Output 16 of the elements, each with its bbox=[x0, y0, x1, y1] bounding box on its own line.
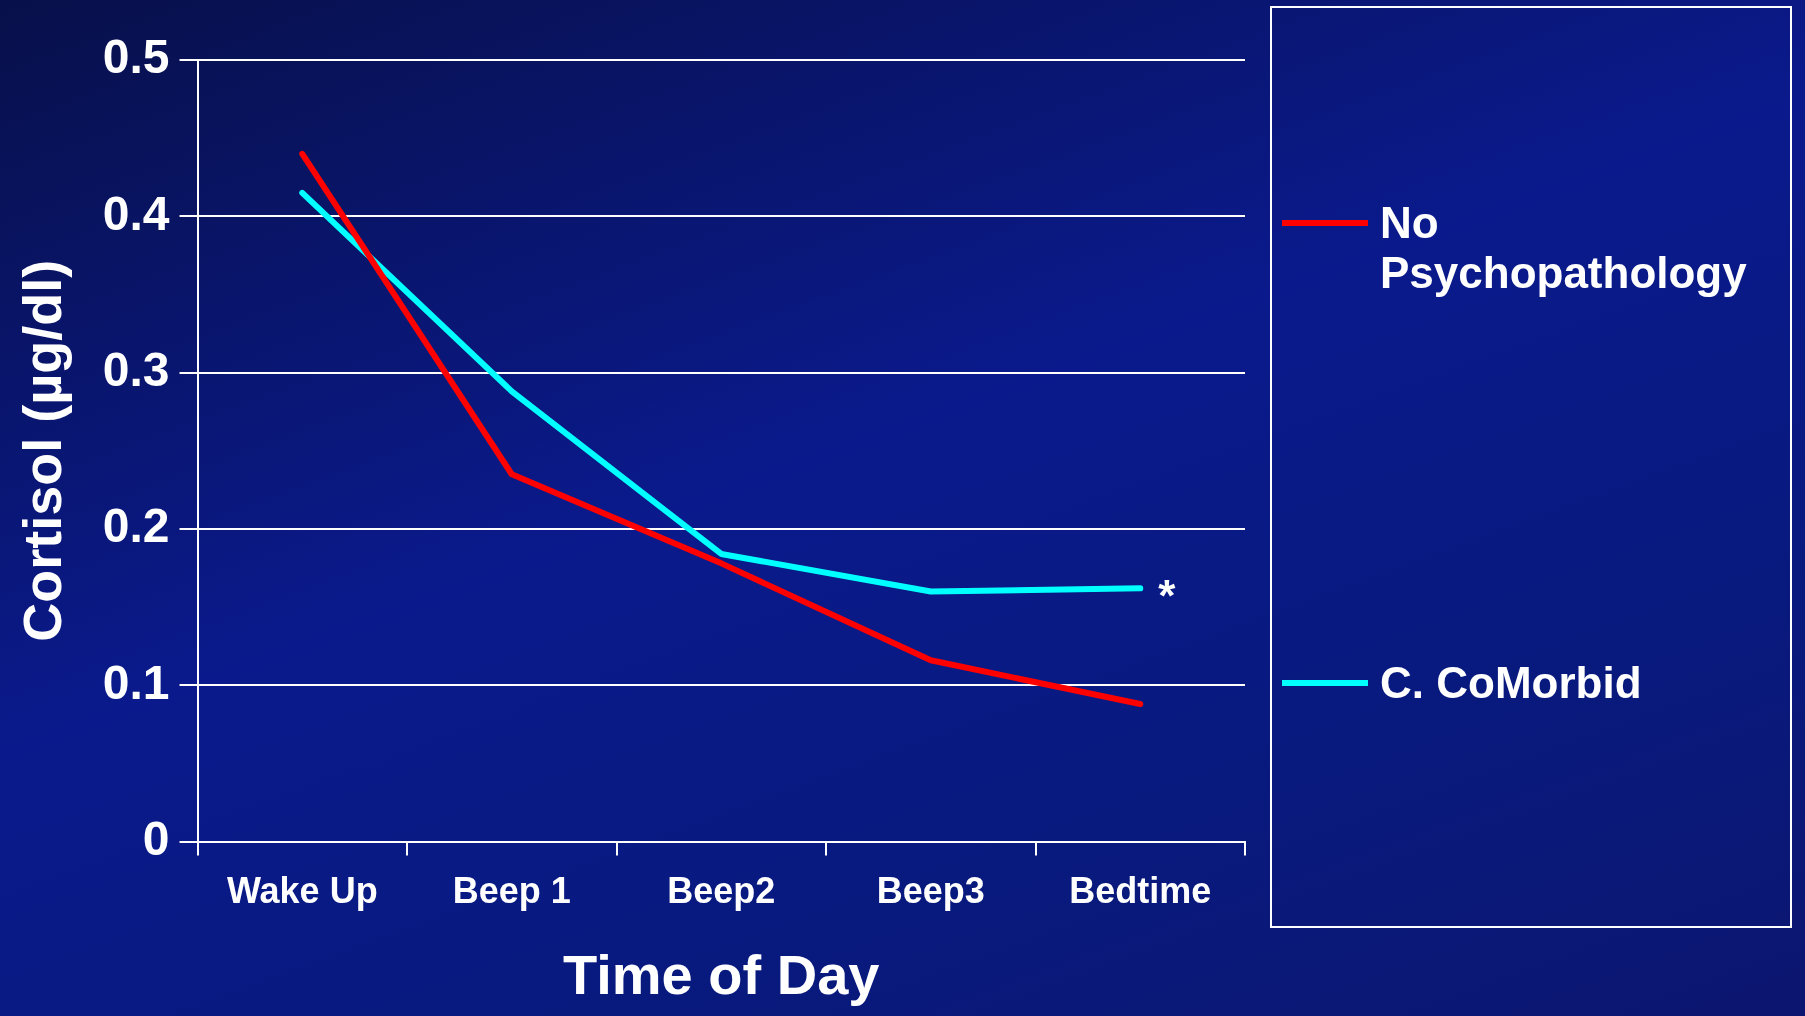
y-axis-title: Cortisol (µg/dl) bbox=[12, 259, 73, 642]
y-tick-label: 0.2 bbox=[102, 499, 170, 553]
annotation: * bbox=[1158, 570, 1177, 620]
x-tick-label: Bedtime bbox=[1069, 870, 1212, 912]
y-tick-label: 0.3 bbox=[102, 342, 170, 396]
x-axis-title: Time of Day bbox=[563, 942, 880, 1006]
legend-label: No Psychopathology bbox=[1380, 198, 1748, 298]
y-tick-label: 0.4 bbox=[102, 186, 170, 240]
y-tick-label: 0.1 bbox=[102, 655, 170, 709]
x-tick-label: Beep 1 bbox=[452, 870, 571, 912]
x-tick-label: Beep3 bbox=[876, 870, 985, 912]
legend-label: C. CoMorbid bbox=[1380, 658, 1642, 708]
y-tick-label: 0 bbox=[142, 811, 170, 865]
y-tick-label: 0.5 bbox=[102, 30, 170, 84]
x-tick-label: Beep2 bbox=[667, 870, 776, 912]
x-tick-label: Wake Up bbox=[226, 870, 378, 912]
